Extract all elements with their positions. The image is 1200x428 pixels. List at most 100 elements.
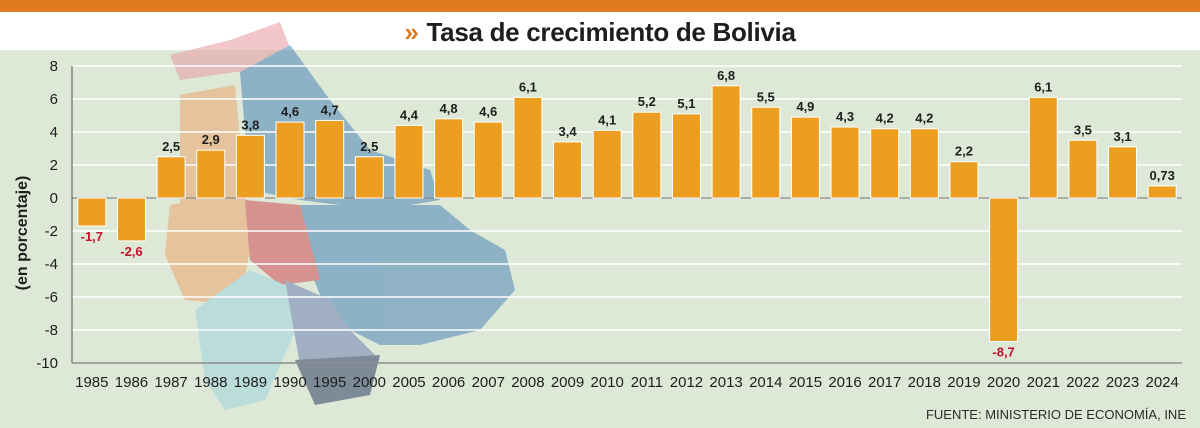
bolivia-map-background bbox=[165, 22, 515, 410]
x-tick-label: 2008 bbox=[511, 374, 544, 391]
bar-2007 bbox=[473, 121, 503, 199]
x-tick-label: 2018 bbox=[908, 374, 941, 391]
data-label-2008: 6,1 bbox=[519, 79, 537, 94]
x-tick-label: 2015 bbox=[789, 374, 822, 391]
data-label-2018: 4,2 bbox=[915, 111, 933, 126]
bar-2014 bbox=[751, 106, 781, 199]
chart-bars bbox=[77, 85, 1177, 343]
title-bar bbox=[0, 12, 1200, 50]
x-tick-label: 2012 bbox=[670, 374, 703, 391]
bar-1985 bbox=[77, 197, 107, 227]
x-tick-label: 2020 bbox=[987, 374, 1020, 391]
data-label-2006: 4,8 bbox=[440, 101, 458, 116]
data-label-1989: 3,8 bbox=[241, 117, 259, 132]
x-tick-label: 2010 bbox=[590, 374, 623, 391]
x-tick-label: 2005 bbox=[392, 374, 425, 391]
bar-2005 bbox=[394, 124, 424, 199]
x-tick-label: 1988 bbox=[194, 374, 227, 391]
y-tick-label: 4 bbox=[50, 124, 58, 141]
chart-title: » Tasa de crecimiento de Bolivia bbox=[0, 17, 1200, 48]
bar-1986 bbox=[116, 197, 146, 242]
data-label-2015: 4,9 bbox=[796, 99, 814, 114]
x-tick-label: 1990 bbox=[273, 374, 306, 391]
data-label-2014: 5,5 bbox=[757, 89, 775, 104]
data-label-2000: 2,5 bbox=[360, 139, 378, 154]
data-label-2021: 6,1 bbox=[1034, 79, 1052, 94]
x-tick-label: 1986 bbox=[115, 374, 148, 391]
data-label-1985: -1,7 bbox=[81, 229, 103, 244]
y-axis: 8 6 4 2 0 -2 -4 -6 -8 -10 bbox=[36, 58, 73, 372]
bar-2022 bbox=[1068, 139, 1098, 199]
x-tick-label: 1985 bbox=[75, 374, 108, 391]
y-tick-label: -10 bbox=[36, 355, 58, 372]
bar-2008 bbox=[513, 96, 543, 199]
x-tick-label: 2022 bbox=[1066, 374, 1099, 391]
bar-2019 bbox=[949, 161, 979, 199]
x-tick-label: 2014 bbox=[749, 374, 782, 391]
x-tick-label: 2021 bbox=[1027, 374, 1060, 391]
x-tick-label: 1989 bbox=[234, 374, 267, 391]
bar-2024 bbox=[1147, 185, 1177, 199]
bar-1989 bbox=[235, 134, 265, 199]
y-tick-label: 0 bbox=[50, 190, 58, 207]
y-tick-label: -8 bbox=[45, 322, 58, 339]
x-tick-label: 1995 bbox=[313, 374, 346, 391]
data-label-2016: 4,3 bbox=[836, 109, 854, 124]
bar-2012 bbox=[671, 113, 701, 199]
double-chevron-icon: » bbox=[404, 17, 419, 47]
x-tick-label: 2000 bbox=[353, 374, 386, 391]
bar-2015 bbox=[790, 116, 820, 199]
data-label-2013: 6,8 bbox=[717, 68, 735, 83]
bar-2017 bbox=[870, 128, 900, 199]
bar-2020 bbox=[989, 197, 1019, 343]
y-tick-label: -6 bbox=[45, 289, 58, 306]
data-label-2019: 2,2 bbox=[955, 144, 973, 159]
bar-1988 bbox=[196, 149, 226, 199]
x-tick-label: 1987 bbox=[154, 374, 187, 391]
y-tick-label: -2 bbox=[45, 223, 58, 240]
bar-2006 bbox=[434, 118, 464, 199]
data-label-1995: 4,7 bbox=[321, 102, 339, 117]
x-tick-label: 2011 bbox=[631, 374, 663, 391]
x-tick-label: 2016 bbox=[828, 374, 861, 391]
x-tick-label: 2017 bbox=[868, 374, 901, 391]
x-tick-label: 2009 bbox=[551, 374, 584, 391]
data-label-2024: 0,73 bbox=[1150, 168, 1175, 183]
bar-2013 bbox=[711, 85, 741, 199]
data-label-2022: 3,5 bbox=[1074, 122, 1092, 137]
data-label-1988: 2,9 bbox=[202, 132, 220, 147]
x-tick-label: 2013 bbox=[709, 374, 742, 391]
y-tick-label: 8 bbox=[50, 58, 58, 75]
data-label-2012: 5,1 bbox=[677, 96, 695, 111]
bar-2023 bbox=[1108, 146, 1138, 199]
bar-2021 bbox=[1028, 96, 1058, 199]
data-label-1987: 2,5 bbox=[162, 139, 180, 154]
bar-2000 bbox=[354, 156, 384, 199]
data-label-2023: 3,1 bbox=[1113, 129, 1131, 144]
data-label-2009: 3,4 bbox=[558, 124, 577, 139]
data-label-2020: -8,7 bbox=[992, 345, 1014, 360]
top-accent-bar bbox=[0, 0, 1200, 12]
x-tick-label: 2023 bbox=[1106, 374, 1139, 391]
bar-2009 bbox=[553, 141, 583, 199]
bar-1995 bbox=[315, 119, 345, 199]
data-label-1986: -2,6 bbox=[120, 244, 142, 259]
y-tick-label: -4 bbox=[45, 256, 58, 273]
data-label-1990: 4,6 bbox=[281, 104, 299, 119]
x-tick-label: 2019 bbox=[947, 374, 980, 391]
data-label-2011: 5,2 bbox=[638, 94, 656, 109]
bar-1990 bbox=[275, 121, 305, 199]
x-axis: 1985 1986 1987 1988 1989 1990 1995 2000 2005 2006… bbox=[72, 362, 1182, 391]
x-tick-label: 2024 bbox=[1145, 374, 1178, 391]
y-axis-label: (en porcentaje) bbox=[14, 175, 31, 291]
bar-2011 bbox=[632, 111, 662, 199]
data-label-2010: 4,1 bbox=[598, 112, 616, 127]
bar-2016 bbox=[830, 126, 860, 199]
data-label-2017: 4,2 bbox=[876, 111, 894, 126]
y-tick-label: 6 bbox=[50, 91, 58, 108]
x-tick-label: 2007 bbox=[472, 374, 505, 391]
chart-title-text: Tasa de crecimiento de Bolivia bbox=[426, 17, 796, 47]
bar-2018 bbox=[909, 128, 939, 199]
x-tick-label: 2006 bbox=[432, 374, 465, 391]
